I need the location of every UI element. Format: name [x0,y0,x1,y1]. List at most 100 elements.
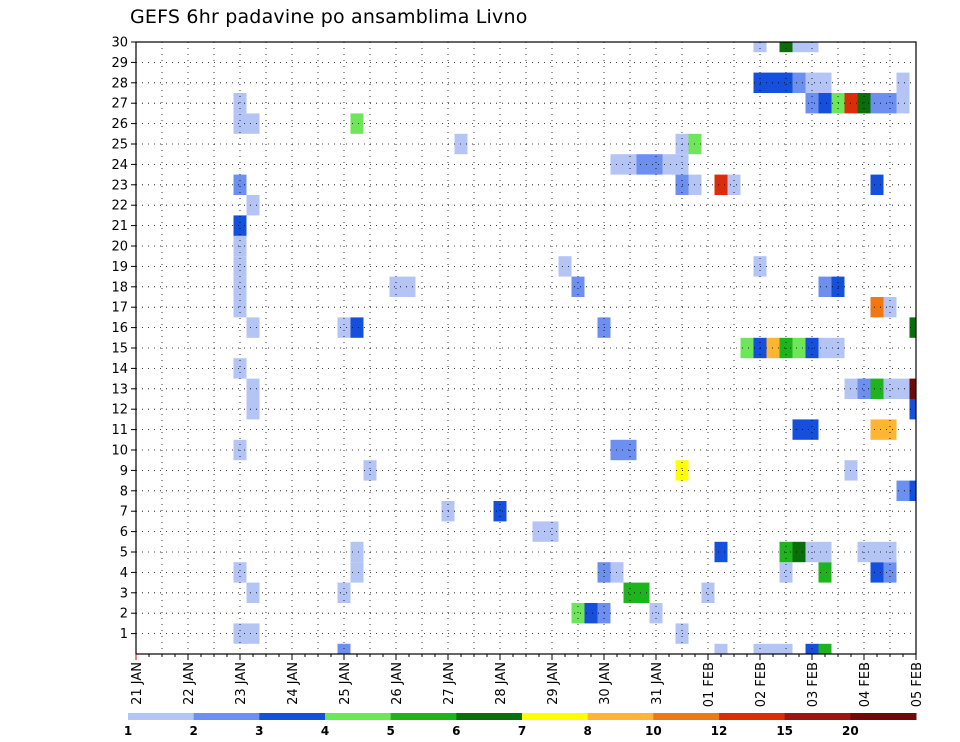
heatmap-cell [909,480,916,501]
y-tick-label: 20 [111,240,128,255]
heatmap-cell [337,317,351,338]
heatmap-cell [233,93,247,114]
heatmap-cell [870,562,884,583]
y-tick-label: 1 [120,627,128,642]
heatmap-cell [870,174,884,195]
heatmap-cell [233,256,247,277]
y-tick-label: 23 [111,178,128,193]
heatmap-cell [246,378,260,399]
heatmap-cell [818,72,832,93]
legend-swatch [719,713,786,720]
legend-swatch [653,713,720,720]
heatmap-cell [896,72,910,93]
x-tick-label: 23 JAN [234,662,249,705]
heatmap-cell [792,72,806,93]
x-tick-label: 29 JAN [546,662,561,705]
heatmap-cell [818,93,832,114]
heatmap-cell [571,603,585,624]
heatmap-cell [870,378,884,399]
heatmap-cell [636,582,650,603]
heatmap-cell [779,42,793,53]
heatmap-cell [350,541,364,563]
heatmap-cell [779,72,793,93]
heatmap-cell [870,419,884,440]
heatmap-cell [792,337,806,359]
color-legend: 1 2 3 4 5 6 7 8 10 12 15 20 [124,713,917,738]
y-tick-label: 17 [111,301,128,316]
legend-label: 10 [645,724,662,738]
heatmap-cells [233,42,916,654]
heatmap-cell [870,541,884,563]
y-tick-label: 3 [120,586,128,601]
heatmap-cell [233,215,247,236]
heatmap-cell [571,276,585,297]
heatmap-cell [233,562,247,583]
heatmap-cell [883,562,897,583]
legend-swatch [456,713,523,720]
heatmap-cell [792,419,806,440]
heatmap-cell [883,419,897,440]
x-tick-label: 03 FEB [806,662,821,707]
y-tick-label: 25 [111,138,128,153]
heatmap-cell [662,154,676,175]
heatmap-cell [896,378,910,399]
heatmap-cell [246,623,260,644]
y-tick-label: 14 [111,362,128,377]
y-tick-label: 22 [111,199,128,214]
heatmap-cell [805,42,819,53]
y-tick-label: 27 [111,97,128,112]
heatmap-cell [623,154,637,175]
heatmap-cell [805,93,819,114]
y-tick-label: 18 [111,280,128,295]
legend-label: 15 [776,724,793,738]
x-tick-label: 31 JAN [650,662,665,705]
legend-label: 4 [321,724,329,738]
x-tick-label: 01 FEB [702,662,717,707]
legend-label: 12 [711,724,728,738]
y-tick-label: 30 [111,36,128,51]
y-tick-label: 2 [120,607,128,622]
heatmap-cell [246,195,260,216]
legend-label: 8 [583,724,591,738]
heatmap-cell [233,113,247,134]
heatmap-cell [246,113,260,134]
y-tick-label: 6 [120,525,128,540]
x-tick-label: 05 FEB [910,662,925,707]
heatmap-cell [233,174,247,195]
heatmap-cell [389,276,403,297]
heatmap-cell [818,541,832,563]
heatmap-cell [857,93,871,114]
y-tick-label: 13 [111,382,128,397]
heatmap-cell [909,378,916,399]
heatmap-cell [714,174,728,195]
x-tick-label: 25 JAN [338,662,353,705]
y-tick-label: 28 [111,76,128,91]
x-tick-label: 04 FEB [858,662,873,707]
heatmap-cell [701,582,715,603]
y-tick-label: 10 [111,444,128,459]
heatmap-cell [246,317,260,338]
heatmap-cell [896,93,910,114]
heatmap-cell [402,276,416,297]
legend-label: 5 [386,724,394,738]
heatmap-cell [649,603,663,624]
chart-title: GEFS 6hr padavine po ansamblima Livno [130,6,528,28]
x-tick-label: 22 JAN [182,662,197,705]
heatmap-cell [714,541,728,563]
heatmap-cell [727,174,741,195]
heatmap-cell [623,582,637,603]
heatmap-cell [883,93,897,114]
y-tick-label: 9 [120,464,128,479]
y-tick-label: 21 [111,219,128,234]
x-tick-label: 26 JAN [390,662,405,705]
y-tick-label: 4 [120,566,128,581]
x-tick-label: 28 JAN [494,662,509,705]
y-tick-label: 24 [111,158,128,173]
legend-swatch [325,713,392,720]
grid-lines [136,42,916,654]
heatmap-cell [792,541,806,563]
heatmap-cell [766,643,780,654]
legend-swatch [850,713,917,720]
heatmap-cell [584,603,598,624]
